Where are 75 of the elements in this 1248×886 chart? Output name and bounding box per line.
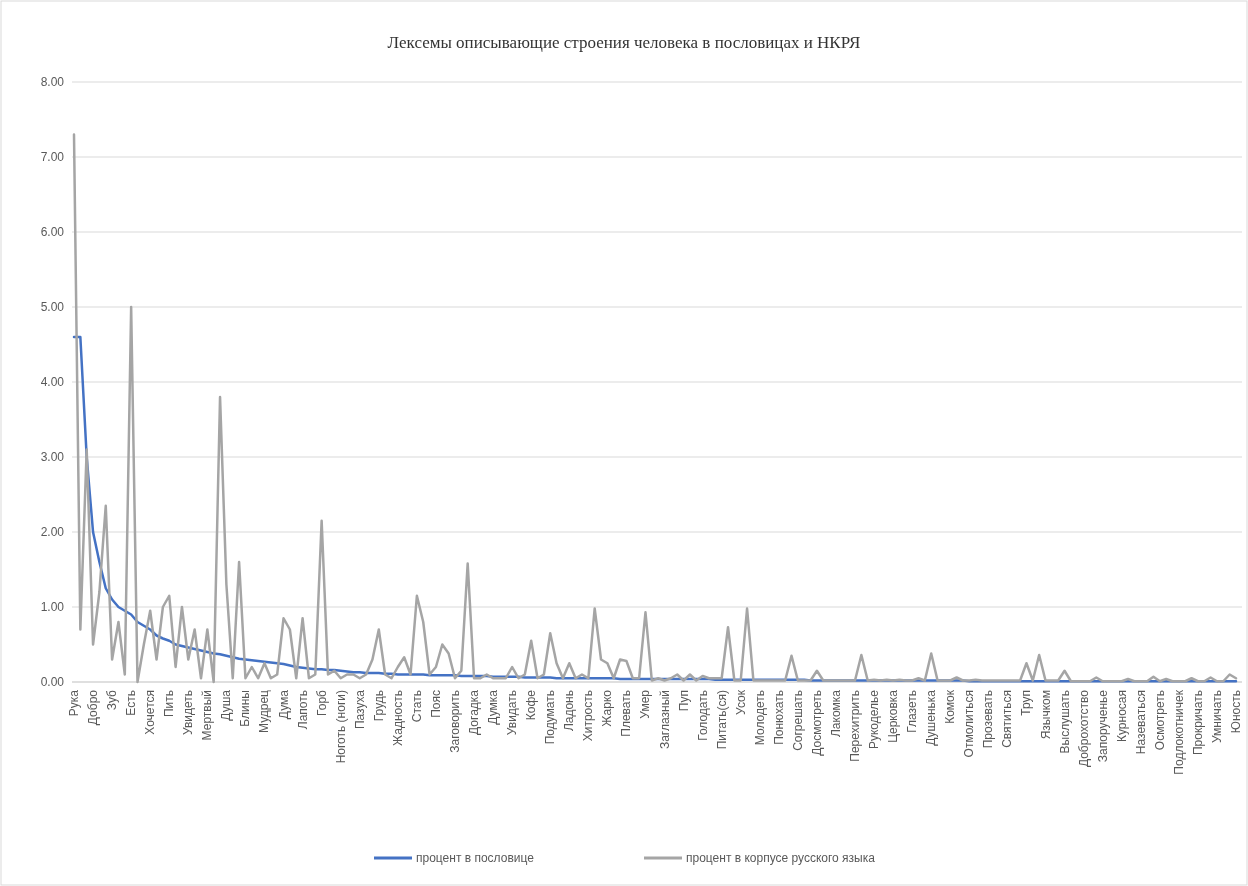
- x-tick-label: Зуб: [105, 689, 120, 711]
- x-tick-label: Юность: [1229, 690, 1243, 734]
- x-tick-label: Хочется: [143, 690, 158, 735]
- y-tick-label: 4.00: [40, 375, 65, 389]
- x-tick-label: Молодеть: [752, 690, 767, 746]
- x-tick-label: Умер: [638, 689, 653, 719]
- x-tick-label: Есть: [124, 690, 139, 716]
- x-tick-label: Питать(ся): [714, 690, 729, 750]
- x-tick-label: Пазуха: [352, 689, 367, 730]
- x-tick-label: Лапоть: [295, 690, 310, 730]
- x-tick-label: Лакомка: [828, 689, 843, 738]
- x-tick-label: Увидеть: [181, 690, 196, 736]
- y-tick-label: 1.00: [40, 600, 65, 614]
- y-tick-label: 3.00: [40, 450, 65, 464]
- x-tick-label: Прокричать: [1190, 690, 1205, 756]
- y-tick-label: 2.00: [40, 525, 65, 539]
- x-tick-label: Усок: [733, 689, 748, 715]
- x-tick-label: Добро: [86, 689, 101, 726]
- x-tick-label: Доброхотство: [1076, 689, 1091, 768]
- x-tick-label: Согрешать: [790, 690, 805, 751]
- line-series: [72, 133, 1238, 684]
- x-tick-label: Душа: [219, 689, 234, 721]
- x-tick-label: Умничать: [1209, 690, 1224, 744]
- x-tick-label: Подумать: [543, 690, 558, 745]
- x-tick-label: Мудрец: [257, 689, 272, 733]
- x-tick-label: Выслушать: [1057, 690, 1072, 754]
- x-tick-label: Глазеть: [905, 690, 920, 733]
- x-tick-label: Дума: [276, 689, 291, 720]
- x-tick-label: Кофе: [524, 689, 539, 721]
- y-tick-label: 8.00: [40, 75, 65, 89]
- x-tick-label: Стать: [409, 690, 424, 723]
- x-tick-label: Жадность: [390, 690, 405, 746]
- x-tick-label: Труп: [1019, 690, 1034, 716]
- y-tick-label: 0.00: [40, 675, 65, 689]
- x-tick-label: Голодать: [695, 690, 710, 741]
- x-tick-label: Заглазный: [657, 690, 672, 750]
- x-tick-label: Осмотреть: [1152, 690, 1167, 751]
- x-tick-label: Жарко: [600, 689, 615, 727]
- x-tick-label: Перехитрить: [848, 690, 863, 762]
- y-tick-label: 6.00: [40, 225, 65, 239]
- y-tick-label: 5.00: [40, 300, 65, 314]
- x-tick-label: Мертвый: [200, 690, 215, 741]
- x-tick-label: Прозевать: [981, 690, 996, 749]
- x-tick-label: Комок: [943, 689, 958, 724]
- x-tick-label: Догадка: [467, 689, 482, 735]
- x-tick-label: Курносая: [1114, 690, 1129, 743]
- x-tick-label: Святиться: [1000, 690, 1015, 748]
- x-tick-label: Увидать: [505, 690, 520, 736]
- x-tick-label: Церковка: [886, 689, 901, 743]
- x-tick-label: Назеваться: [1133, 690, 1148, 755]
- x-tick-label: Хитрость: [581, 690, 596, 742]
- x-tick-label: Отмолиться: [962, 690, 977, 758]
- x-tick-label: Грудь: [371, 690, 386, 722]
- x-tick-label: Рука: [67, 689, 81, 717]
- x-tick-label: Заговорить: [447, 690, 462, 753]
- chart-title: Лексемы описывающие строения человека в пословицах и НКРЯ: [387, 33, 861, 52]
- x-tick-label: Ладонь: [562, 690, 577, 732]
- x-tick-label: Пояс: [428, 690, 443, 718]
- x-tick-label: Пуп: [676, 690, 691, 712]
- x-tick-label: Горб: [314, 689, 329, 716]
- x-tick-label: Ноготь (ноги): [333, 690, 348, 764]
- x-tick-label: Пить: [162, 690, 177, 718]
- x-tick-label: Блины: [238, 690, 253, 727]
- x-tick-label: Язычком: [1038, 690, 1053, 740]
- x-tick-label: Думка: [486, 689, 501, 725]
- x-tick-label: Рукоделье: [867, 689, 882, 750]
- x-tick-label: Подлокотничек: [1171, 689, 1186, 775]
- legend-label: процент в пословице: [416, 851, 535, 865]
- x-tick-label: Плевать: [619, 690, 634, 737]
- x-tick-label: Душенька: [924, 689, 939, 746]
- y-tick-label: 7.00: [40, 150, 65, 164]
- x-tick-label: Запорученье: [1095, 689, 1110, 763]
- x-tick-label: Досмотреть: [809, 690, 824, 756]
- x-tick-label: Понюхать: [771, 690, 786, 745]
- legend-label: процент в корпусе русского языка: [686, 851, 876, 865]
